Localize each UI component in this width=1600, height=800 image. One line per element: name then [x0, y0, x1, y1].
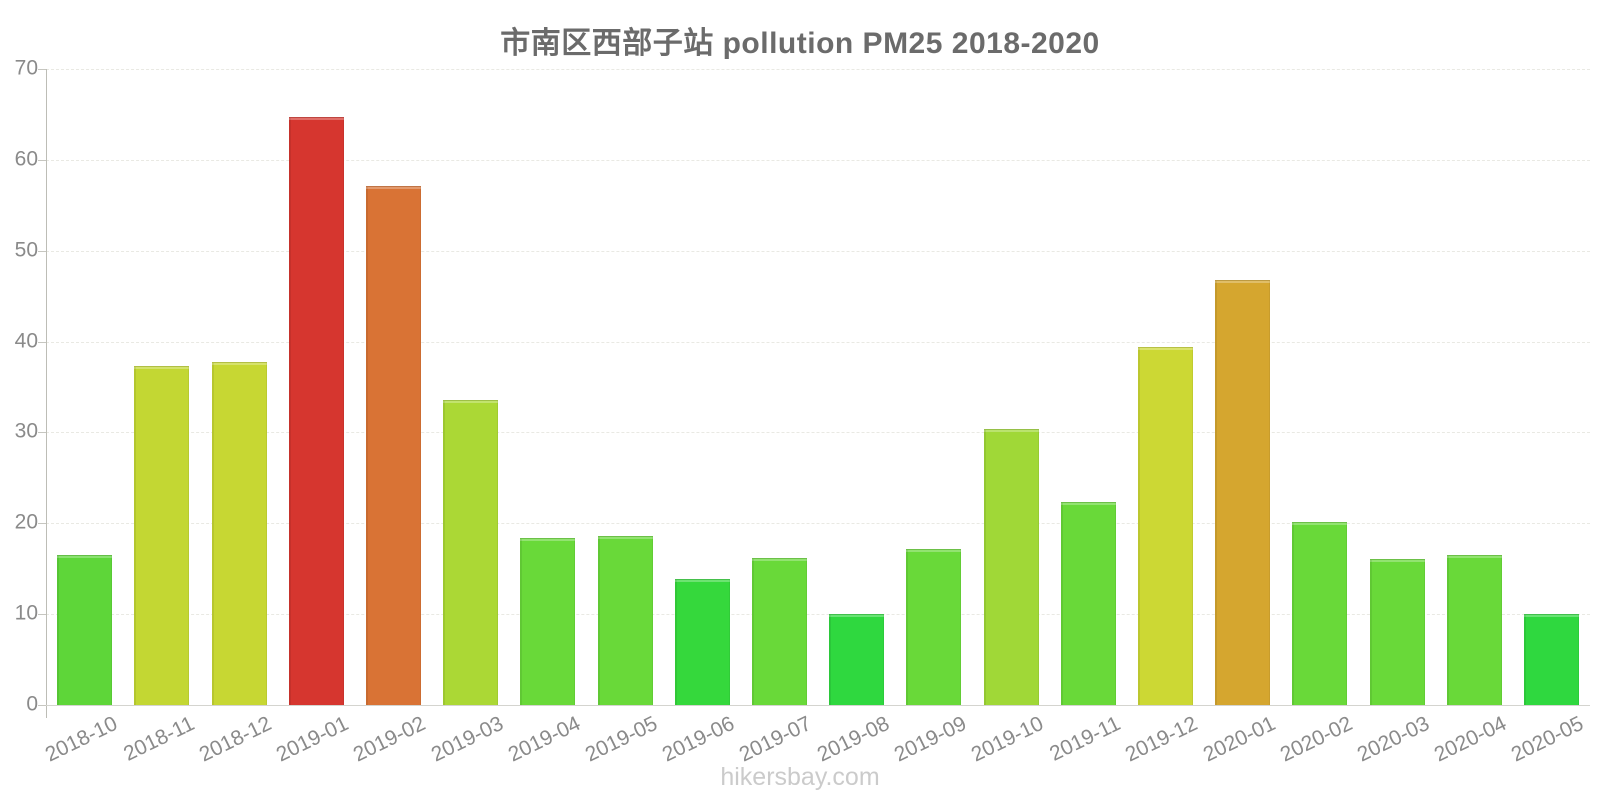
gridline-30 [46, 432, 1590, 434]
x-axis [46, 705, 1590, 706]
y-tick-label: 10 [14, 601, 38, 625]
bar-2018-10 [57, 555, 113, 705]
y-tick-label: 70 [14, 56, 38, 80]
gridline-50 [46, 250, 1590, 252]
bar-2020-03 [1369, 558, 1425, 705]
bar-2019-10 [983, 428, 1039, 705]
gridline-20 [46, 523, 1590, 525]
y-tick-label: 40 [14, 329, 38, 353]
bar-2019-08 [829, 614, 885, 705]
chart-title: 市南区西部子站 pollution PM25 2018-2020 [500, 27, 1100, 60]
gridline-40 [46, 341, 1590, 343]
bar-2019-09 [906, 548, 962, 705]
y-tick-label: 20 [14, 510, 38, 534]
bar-2019-02 [365, 186, 421, 705]
y-tick-label: 50 [14, 238, 38, 262]
y-axis-tick-20 [38, 523, 46, 525]
y-axis-tick-30 [38, 432, 46, 434]
bar-2019-05 [597, 536, 653, 705]
y-axis-tick-60 [38, 159, 46, 161]
gridline-10 [46, 614, 1590, 616]
y-axis-tick-50 [38, 250, 46, 252]
bar-2019-01 [288, 117, 344, 705]
bar-2019-04 [520, 537, 576, 705]
bar-2020-01 [1215, 279, 1271, 705]
y-axis [46, 69, 47, 718]
y-tick-label: 30 [14, 419, 38, 443]
y-axis-tick-10 [38, 614, 46, 616]
watermark: hikersbay.com [720, 763, 880, 791]
bar-2019-11 [1060, 502, 1116, 705]
y-tick-label: 60 [14, 147, 38, 171]
y-axis-tick-40 [38, 341, 46, 343]
bar-2019-03 [443, 399, 499, 705]
bar-2018-11 [134, 366, 190, 705]
bar-2019-07 [751, 557, 807, 705]
bar-2020-05 [1523, 614, 1579, 705]
y-axis-tick-0 [38, 705, 46, 706]
bar-2018-12 [211, 361, 267, 705]
bar-2019-12 [1137, 347, 1193, 705]
y-axis-tick-70 [38, 69, 46, 70]
bar-2019-06 [674, 578, 730, 705]
gridline-70 [46, 69, 1590, 70]
bar-2020-02 [1292, 522, 1348, 705]
y-tick-label: 0 [26, 692, 38, 716]
gridline-60 [46, 159, 1590, 161]
bar-2020-04 [1446, 555, 1502, 705]
